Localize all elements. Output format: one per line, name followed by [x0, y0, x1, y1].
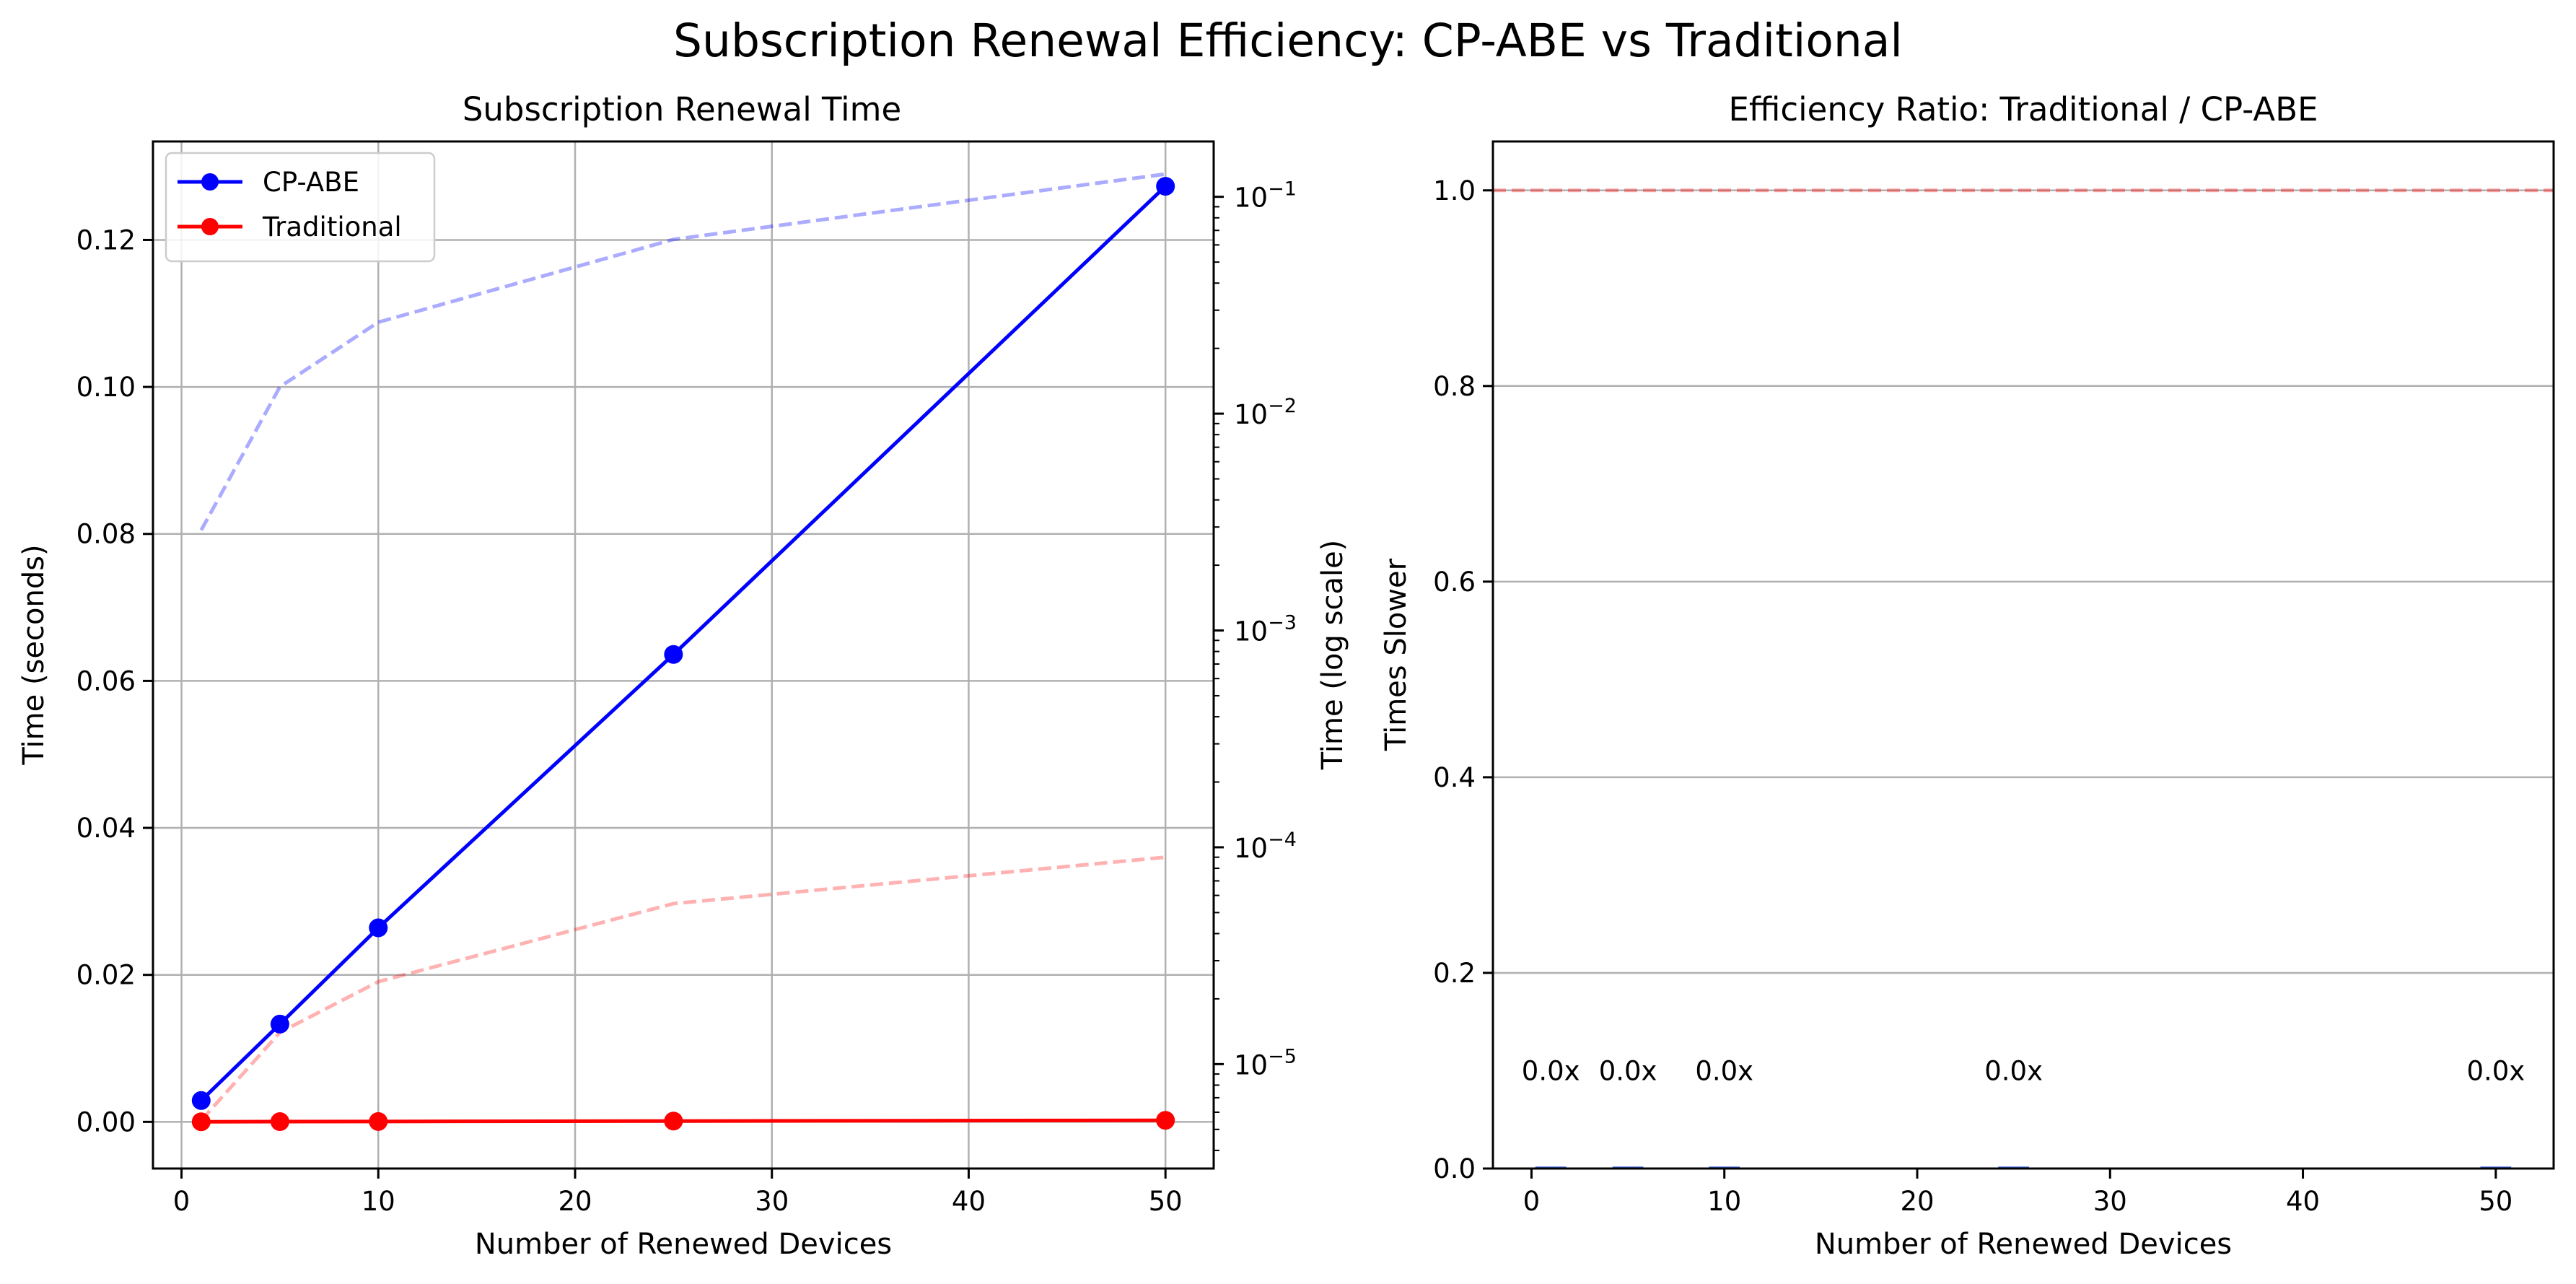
left-y-axis-label: Time (seconds) [17, 544, 51, 765]
y-tick-label: 0.8 [1433, 371, 1476, 402]
x-tick-label: 30 [755, 1186, 789, 1217]
y-tick-label: 0.10 [76, 372, 136, 403]
right-y-axis-label: Times Slower [1380, 558, 1413, 751]
y-tick-label: 1.0 [1433, 175, 1476, 206]
left-panel: Subscription Renewal Time 0 10 20 30 40 50 0.… [17, 90, 1349, 1261]
x-tick-label: 0 [1523, 1186, 1541, 1217]
left-linear-series [191, 177, 1175, 1132]
y-tick-label: 0.12 [76, 224, 136, 256]
traditional-series-line [201, 1118, 1166, 1124]
right-data-labels: 0.0x 0.0x 0.0x 0.0x 0.0x [1522, 1055, 2525, 1086]
x-tick-label: 20 [558, 1186, 592, 1217]
left-chart-title: Subscription Renewal Time [463, 90, 901, 128]
right-panel: Efficiency Ratio: Traditional / CP-ABE 0… [1380, 90, 2555, 1261]
x-tick-label: 50 [1149, 1186, 1183, 1217]
left-x-axis-label: Number of Renewed Devices [475, 1228, 892, 1261]
cpabe-series-line [200, 185, 1167, 1102]
legend: CP-ABE Traditional [165, 152, 436, 263]
left-y2-ticks: 10−5 10−4 10−3 10−2 10−1 [1214, 178, 1297, 1151]
y-tick-label: 0.00 [76, 1106, 136, 1137]
legend-traditional-label: Traditional [262, 211, 402, 243]
right-chart-title: Efficiency Ratio: Traditional / CP-ABE [1728, 90, 2318, 128]
y2-tick-label: 10−4 [1234, 829, 1297, 864]
y2-tick-label: 10−3 [1234, 612, 1297, 647]
ratio-data-label: 0.0x [1695, 1055, 1753, 1086]
legend-cpabe-label: CP-ABE [263, 167, 359, 198]
traditional-data-point [1156, 1111, 1175, 1130]
x-tick-label: 50 [2479, 1186, 2513, 1217]
left-plot-frame [152, 140, 1215, 1170]
x-tick-label: 30 [2093, 1186, 2127, 1217]
y2-tick-label: 10−2 [1234, 395, 1297, 430]
y-tick-label: 0.02 [76, 960, 136, 991]
cpabe-data-point [191, 1091, 211, 1110]
traditional-data-point [191, 1112, 211, 1132]
y-tick-label: 0.04 [76, 813, 136, 844]
cpabe-log-series-line [199, 172, 1166, 531]
figure-title: Subscription Renewal Efficiency: CP-ABE … [673, 14, 1903, 67]
y-tick-label: 0.0 [1433, 1153, 1476, 1184]
ratio-data-label: 0.0x [1984, 1055, 2043, 1086]
right-x-axis-label: Number of Renewed Devices [1815, 1228, 2232, 1261]
left-y-ticks: 0.00 0.02 0.04 0.06 0.08 0.10 0.12 [76, 224, 153, 1137]
x-tick-label: 40 [952, 1186, 986, 1217]
y-tick-label: 0.06 [76, 665, 136, 696]
y-tick-label: 0.08 [76, 519, 136, 550]
y-tick-label: 0.4 [1433, 762, 1476, 793]
cpabe-data-point [1156, 177, 1175, 196]
right-x-ticks: 0 10 20 30 40 50 [1523, 1169, 2513, 1217]
traditional-data-point [270, 1112, 289, 1132]
cpabe-data-point [664, 645, 683, 664]
left-gridlines [153, 141, 1214, 1169]
left-log-series [199, 172, 1166, 1122]
right-y-ticks: 0.0 0.2 0.4 0.6 0.8 1.0 [1433, 175, 1493, 1184]
y2-tick-label: 10−5 [1234, 1045, 1297, 1080]
ratio-data-label: 0.0x [1522, 1055, 1580, 1086]
right-gridlines [1493, 189, 2554, 1170]
right-plot-frame [1491, 140, 2555, 1170]
x-tick-label: 40 [2286, 1186, 2320, 1217]
cpabe-data-point [369, 918, 388, 938]
y-tick-label: 0.6 [1433, 567, 1476, 598]
x-tick-label: 10 [1707, 1186, 1741, 1217]
traditional-data-point [664, 1112, 683, 1131]
y2-tick-label: 10−1 [1234, 178, 1297, 214]
y-tick-label: 0.2 [1433, 958, 1476, 989]
legend-cpabe-marker-icon [201, 173, 219, 191]
traditional-data-point [369, 1112, 388, 1131]
x-tick-label: 20 [1900, 1186, 1934, 1217]
ratio-data-label: 0.0x [2466, 1055, 2525, 1086]
x-tick-label: 10 [362, 1186, 395, 1217]
legend-traditional-marker-icon [201, 218, 219, 235]
cpabe-data-point [270, 1014, 289, 1034]
x-tick-label: 0 [173, 1186, 190, 1217]
left-x-ticks: 0 10 20 30 40 50 [173, 1169, 1183, 1217]
ratio-data-label: 0.0x [1599, 1055, 1657, 1086]
traditional-log-series-line [199, 855, 1166, 1122]
left-y2-axis-label: Time (log scale) [1316, 540, 1349, 771]
